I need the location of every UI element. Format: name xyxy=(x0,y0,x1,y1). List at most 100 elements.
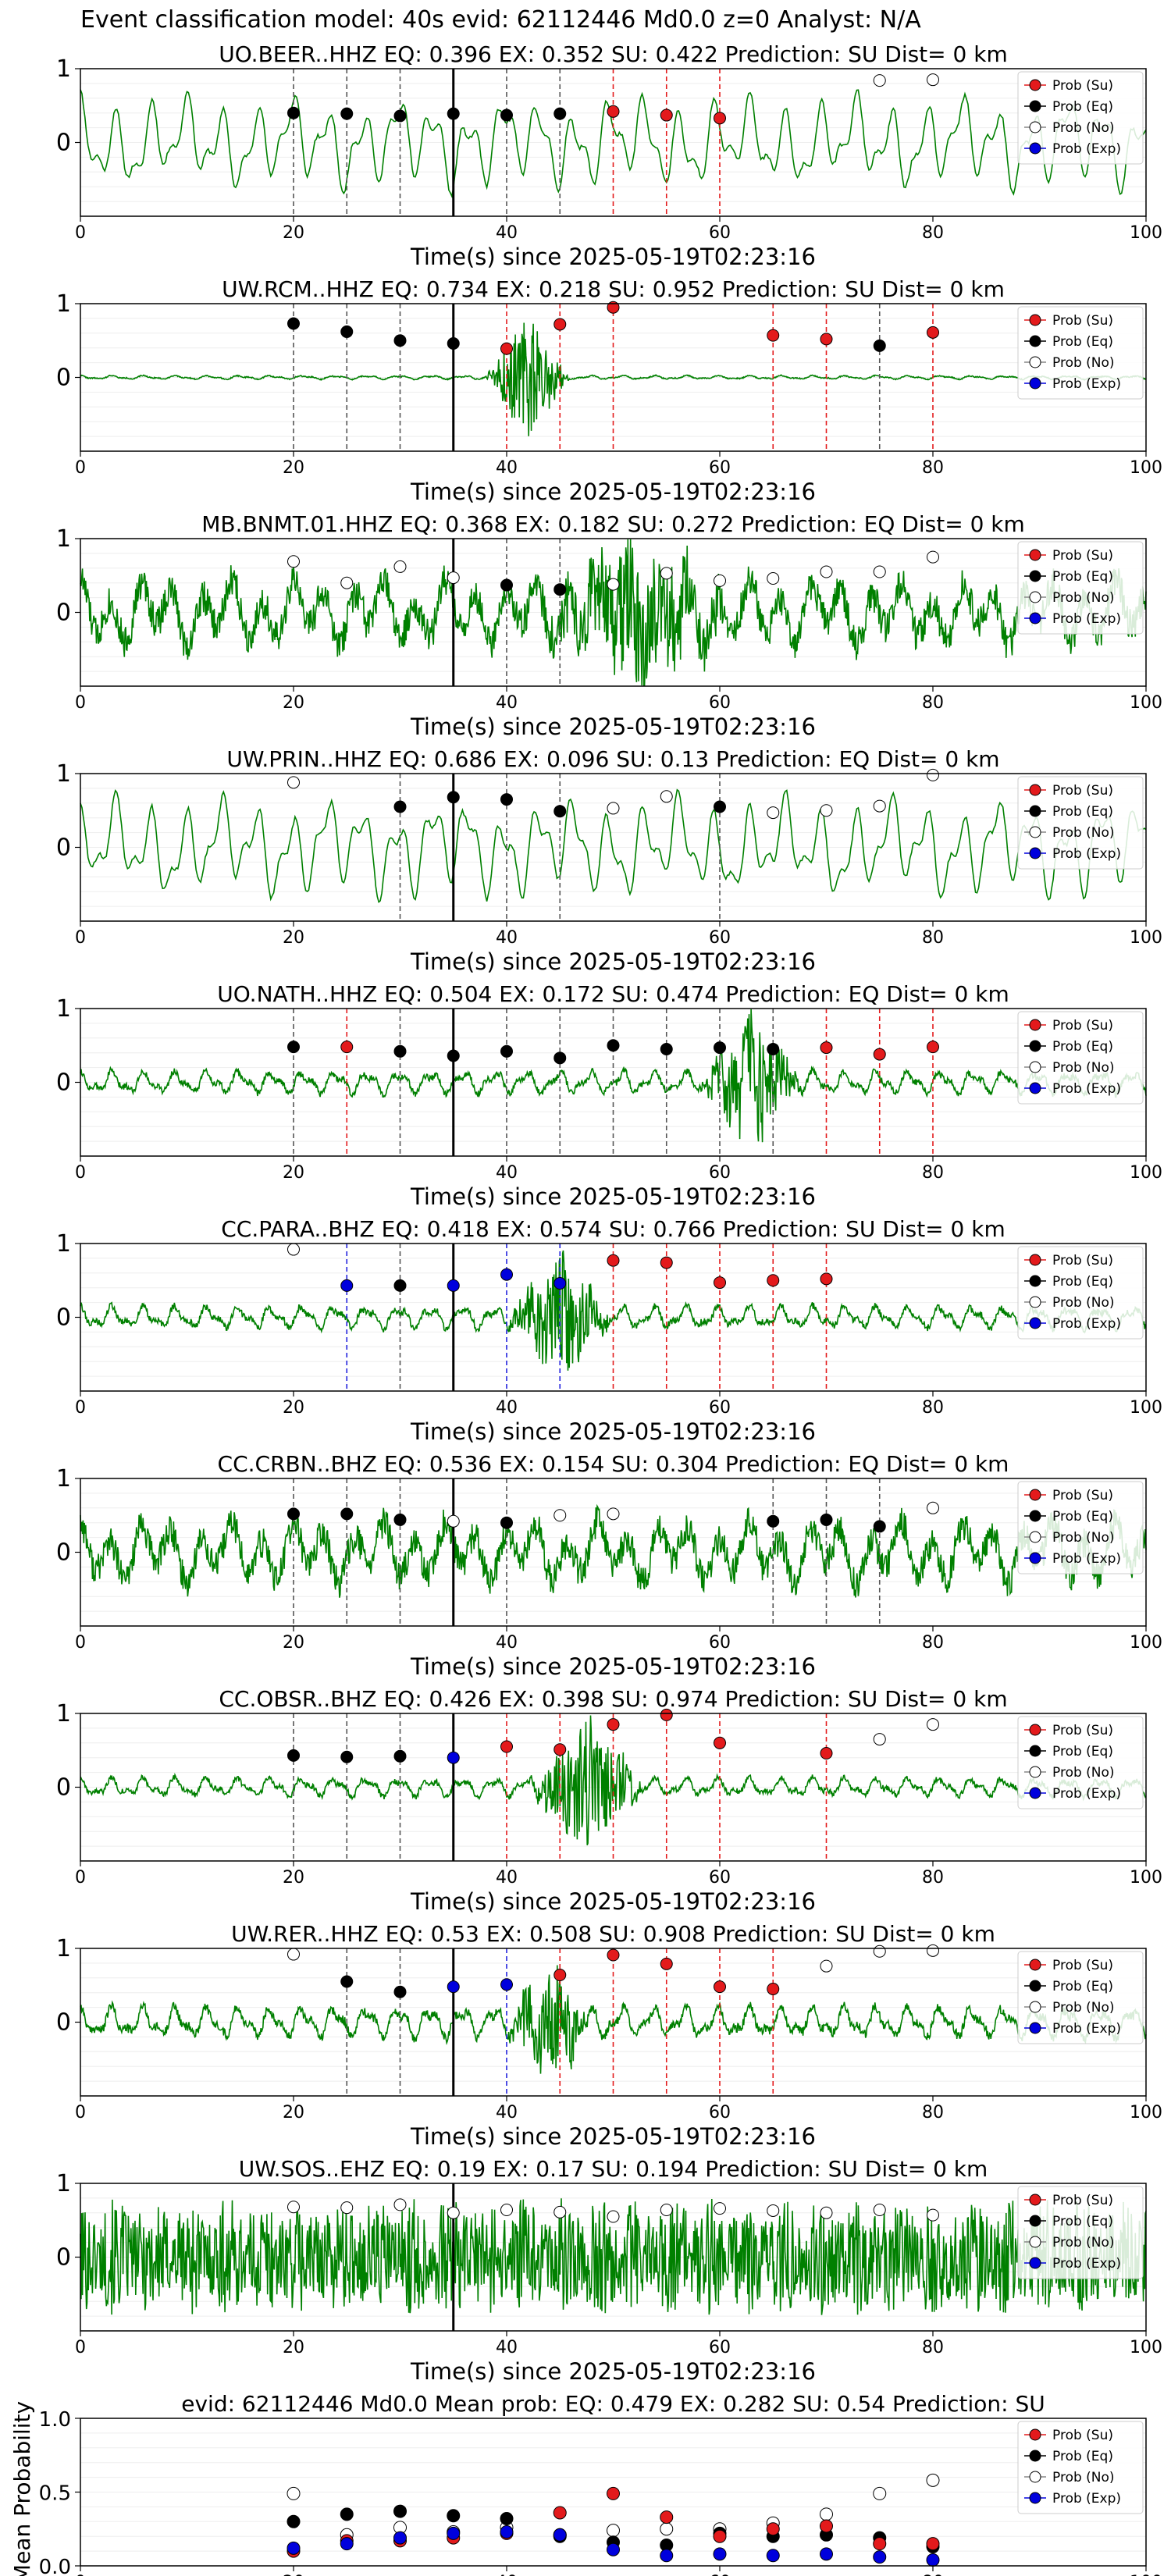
prob-point-exp xyxy=(500,1978,513,1991)
legend-label: Prob (Exp) xyxy=(1052,611,1121,627)
prob-point-no xyxy=(873,1944,886,1958)
legend-label: Prob (Exp) xyxy=(1052,2021,1121,2037)
subplot-1: 0 20 40 60 80 100 1 0 UO.BEER..HHZ EQ: 0.396 EX:… xyxy=(56,41,1162,270)
prob-point-eq xyxy=(340,1750,354,1763)
x-axis-label: Time(s) since 2025-05-19T02:23:16 xyxy=(410,1183,816,1210)
prob-point-su xyxy=(553,1743,567,1756)
legend: Prob (Su) Prob (Eq) Prob (No) Prob (Exp) xyxy=(1017,306,1144,400)
prob-point-no xyxy=(660,790,673,803)
legend-box xyxy=(1017,541,1144,635)
legend-marker-eq xyxy=(1029,1745,1041,1757)
prob-point-eq xyxy=(393,1985,407,1998)
prob-point-no xyxy=(927,1718,939,1731)
subplot-title: MB.BNMT.01.HHZ EQ: 0.368 EX: 0.182 SU: 0… xyxy=(201,511,1025,537)
legend-marker-su xyxy=(1029,79,1041,91)
prob-point-su xyxy=(660,1708,673,1721)
prob-point-exp xyxy=(340,1279,354,1292)
legend-box xyxy=(1017,1951,1144,2044)
legend-label: Prob (Su) xyxy=(1052,1018,1113,1034)
legend-box xyxy=(1017,71,1144,165)
prob-point-no xyxy=(607,802,620,815)
legend: Prob (Su) Prob (Eq) Prob (No) Prob (Exp) xyxy=(1017,1716,1144,1809)
x-axis-label: Time(s) since 2025-05-19T02:23:16 xyxy=(410,713,816,740)
y-tick-label: 0 xyxy=(56,2244,71,2272)
prob-point-eq xyxy=(393,800,407,813)
mean-prob-point-su xyxy=(926,2537,940,2551)
x-tick-label: 80 xyxy=(922,928,944,948)
y-tick-label: 1 xyxy=(56,2170,71,2197)
legend-label: Prob (Exp) xyxy=(1052,2256,1121,2272)
x-tick-label: 80 xyxy=(922,2103,944,2122)
legend-label: Prob (No) xyxy=(1052,355,1115,371)
x-tick-label: 80 xyxy=(922,1163,944,1183)
prob-point-exp xyxy=(553,1277,567,1290)
prob-point-exp xyxy=(447,1980,460,1994)
legend: Prob (Su) Prob (Eq) Prob (No) Prob (Exp) xyxy=(1017,1011,1144,1105)
prob-point-eq xyxy=(287,106,300,119)
waveform xyxy=(80,322,1147,436)
prob-point-su xyxy=(553,1969,567,1982)
legend-box xyxy=(1017,1246,1144,1340)
y-tick-label: 0 xyxy=(56,1774,71,1802)
legend-marker-su xyxy=(1029,1959,1041,1971)
legend-label: Prob (No) xyxy=(1052,120,1115,136)
legend: Prob (Su) Prob (Eq) Prob (No) Prob (Exp) xyxy=(1017,2186,1144,2279)
legend-label: Prob (Exp) xyxy=(1052,141,1121,157)
legend-marker-no xyxy=(1029,2471,1041,2483)
prob-point-su xyxy=(340,1041,354,1054)
x-tick-label: 0 xyxy=(75,1633,86,1653)
legend-label: Prob (Su) xyxy=(1052,78,1113,94)
prob-point-eq xyxy=(340,325,354,338)
legend-label: Prob (Eq) xyxy=(1052,804,1113,820)
prob-point-su xyxy=(820,1747,833,1760)
prob-point-su xyxy=(767,1982,780,1995)
mean-prob-point-exp xyxy=(926,2553,940,2567)
x-tick-label: 60 xyxy=(709,1163,731,1183)
y-tick-label: 1 xyxy=(56,1230,71,1258)
mean-prob-point-exp xyxy=(553,2528,567,2542)
prob-point-eq xyxy=(447,337,460,350)
prob-point-eq xyxy=(393,1513,407,1526)
legend-marker-eq xyxy=(1029,2215,1041,2227)
x-tick-label: 60 xyxy=(709,223,731,243)
x-tick-label: 40 xyxy=(496,1633,518,1653)
legend-label: Prob (Eq) xyxy=(1052,99,1113,115)
subplot-5: 0 20 40 60 80 100 1 0 UO.NATH..HHZ EQ: 0.504 EX:… xyxy=(56,981,1162,1210)
y-tick-label: 0 xyxy=(56,1539,71,1567)
mean-prob-point-su xyxy=(873,2537,887,2551)
x-tick-label: 40 xyxy=(496,928,518,948)
x-tick-label: 40 xyxy=(496,458,518,478)
legend-marker-exp xyxy=(1029,1787,1041,1799)
prob-point-eq xyxy=(767,1042,780,1055)
legend-marker-no xyxy=(1029,826,1041,838)
legend-label: Prob (Su) xyxy=(1052,783,1113,799)
prob-point-no xyxy=(340,2201,354,2215)
x-tick-label: 60 xyxy=(709,458,731,478)
prob-point-exp xyxy=(447,1751,460,1764)
x-tick-label: 80 xyxy=(922,2338,944,2357)
subplot-title: UW.SOS..EHZ EQ: 0.19 EX: 0.17 SU: 0.194 … xyxy=(239,2156,988,2182)
x-tick-label: 20 xyxy=(283,693,304,713)
legend-label: Prob (Eq) xyxy=(1052,1979,1113,1994)
prob-point-eq xyxy=(287,1041,300,1054)
prob-point-no xyxy=(447,1514,460,1528)
x-tick-label: 40 xyxy=(496,1868,518,1888)
legend-label: Prob (Exp) xyxy=(1052,2491,1121,2507)
legend-label: Prob (No) xyxy=(1052,1530,1115,1546)
x-tick-label: 20 xyxy=(283,458,304,478)
waveform xyxy=(80,2198,1147,2315)
legend: Prob (Su) Prob (Eq) Prob (No) Prob (Exp) xyxy=(1017,1481,1144,1574)
x-axis-label: Time(s) since 2025-05-19T02:23:16 xyxy=(410,1418,816,1445)
prob-point-eq xyxy=(500,578,513,592)
x-axis-label: Time(s) since 2025-05-19T02:23:16 xyxy=(410,2358,816,2385)
legend-marker-su xyxy=(1029,1724,1041,1736)
x-tick-label: 60 xyxy=(709,1868,731,1888)
prob-point-eq xyxy=(714,800,726,813)
y-tick-label: 0 xyxy=(56,834,71,862)
x-tick-label: 80 xyxy=(922,693,944,713)
x-axis-label: Time(s) since 2025-05-19T02:23:16 xyxy=(410,948,816,975)
y-tick-label: 0 xyxy=(56,130,71,157)
prob-point-eq xyxy=(447,791,460,804)
x-tick-label: 20 xyxy=(283,1163,304,1183)
